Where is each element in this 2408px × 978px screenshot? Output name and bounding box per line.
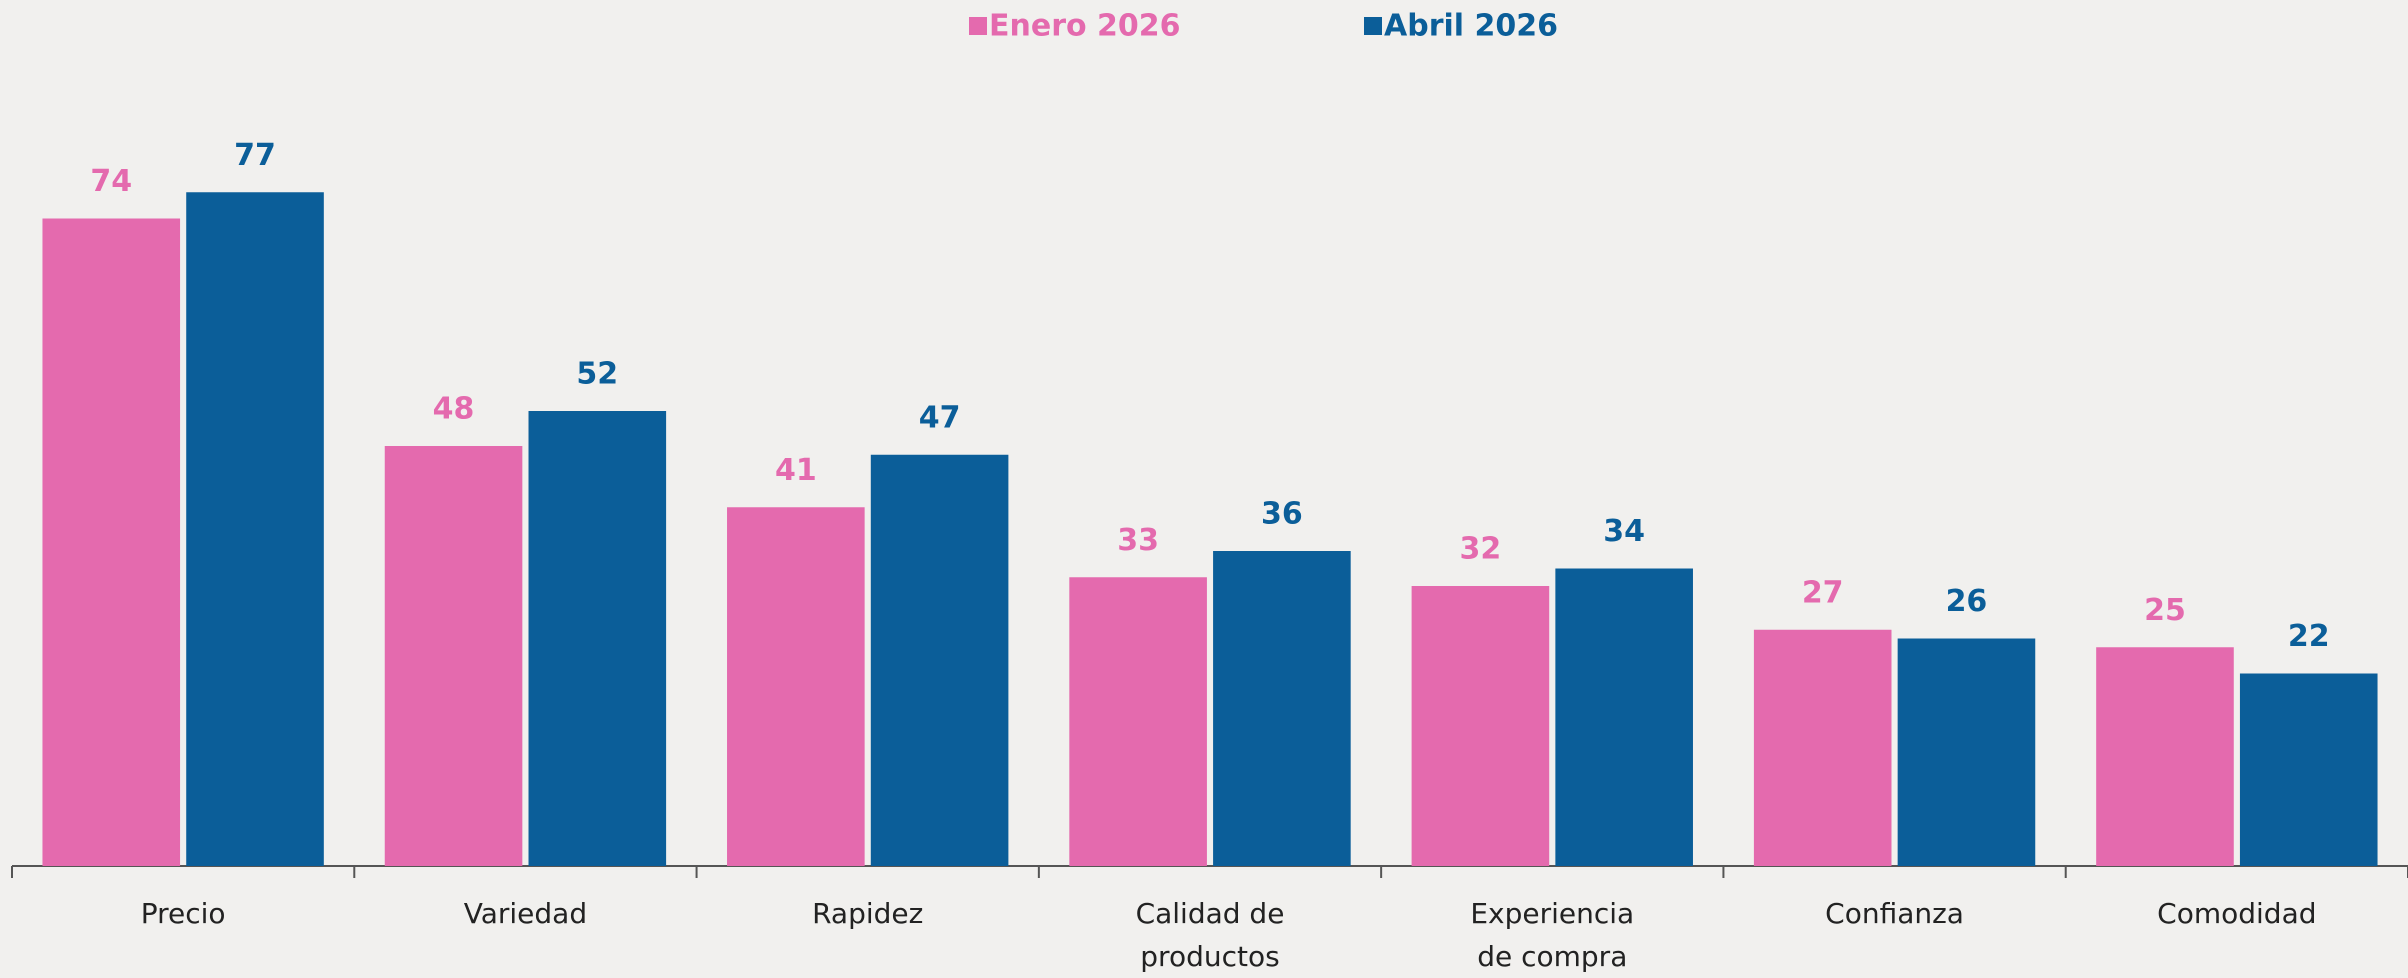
bar [186, 192, 324, 866]
legend-swatch [969, 17, 987, 35]
x-tick-label: Variedad [463, 897, 588, 930]
value-label: 47 [919, 400, 961, 435]
legend-swatch [1364, 17, 1382, 35]
value-label: 32 [1460, 532, 1502, 567]
value-label: 25 [2144, 593, 2186, 628]
value-label: 52 [576, 357, 618, 392]
bar [528, 411, 667, 866]
x-tick-label: Confianza [1825, 897, 1964, 930]
bar [1753, 629, 1892, 866]
x-tick-label: Rapidez [812, 897, 924, 930]
bar [42, 218, 181, 866]
x-tick-label: Comodidad [2157, 897, 2317, 930]
x-tick-label: Experiencia de compra [1470, 897, 1635, 973]
bar [1069, 577, 1207, 866]
bar [870, 454, 1009, 866]
x-tick-label: Calidad de productos [1135, 897, 1285, 973]
value-label: 26 [1946, 584, 1988, 619]
x-tick-label: Precio [140, 897, 226, 930]
value-label: 36 [1261, 497, 1303, 532]
bar [1411, 586, 1550, 866]
value-label: 41 [775, 453, 817, 488]
legend-label: Abril 2026 [1384, 9, 1558, 44]
legend-label: Enero 2026 [989, 9, 1181, 44]
value-label: 33 [1117, 523, 1159, 558]
value-label: 48 [433, 392, 475, 427]
bar [1213, 551, 1351, 866]
bar [2239, 673, 2378, 866]
bar [384, 446, 523, 866]
bar [1897, 638, 2036, 866]
value-label: 77 [234, 138, 276, 173]
value-label: 74 [90, 164, 132, 199]
value-label: 22 [2288, 619, 2330, 654]
bar [727, 507, 865, 866]
value-label: 34 [1603, 514, 1645, 549]
bar [1555, 568, 1693, 866]
value-label: 27 [1802, 575, 1844, 610]
bar [2096, 647, 2234, 866]
